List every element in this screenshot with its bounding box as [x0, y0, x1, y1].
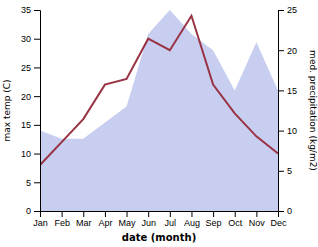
tick: Nov: [249, 211, 266, 228]
tick-mark: [278, 10, 284, 11]
tick-label: Jul: [165, 218, 177, 228]
y-axis-title: max temp (C): [2, 79, 12, 141]
tick-mark: [127, 211, 128, 217]
tick-label: 10: [287, 126, 297, 136]
tick-mark: [213, 211, 214, 217]
tick: Jun: [141, 211, 156, 228]
tick-label: 35: [21, 5, 31, 15]
tick-mark: [235, 211, 236, 217]
tick: Aug: [184, 211, 200, 228]
line: [40, 16, 278, 165]
tick-mark: [34, 154, 40, 155]
tick-label: 0: [26, 206, 31, 216]
tick-label: Mar: [76, 218, 92, 228]
tick: Jan: [33, 211, 48, 228]
tick: 15: [21, 120, 40, 130]
tick-label: Jan: [33, 218, 48, 228]
tick: 25: [21, 63, 40, 73]
tick-label: May: [119, 218, 137, 228]
tick: 0: [278, 206, 292, 216]
tick: Sep: [206, 211, 222, 228]
tick: May: [119, 211, 137, 228]
tick: 5: [278, 166, 292, 176]
tick-label: 30: [21, 34, 31, 44]
tick-label: 20: [287, 46, 297, 56]
tick-label: Feb: [54, 218, 70, 228]
axis-line: [279, 11, 285, 212]
tick-label: 25: [287, 5, 297, 15]
tick-mark: [278, 90, 284, 91]
tick: 20: [278, 46, 297, 56]
tick: Jul: [165, 211, 177, 228]
tick-label: 15: [287, 86, 297, 96]
tick-label: Oct: [228, 218, 243, 228]
tick: 15: [278, 86, 297, 96]
y2-axis: 0 5 10 15 20 25: [278, 5, 297, 216]
tick-mark: [83, 211, 84, 217]
tick-label: Apr: [98, 218, 112, 228]
tick: 5: [26, 178, 40, 188]
tick-label: Dec: [270, 218, 287, 228]
y2-axis-title: med. precipitation (kg/m2): [308, 50, 318, 171]
axis-line: [41, 212, 279, 218]
tick-label: 15: [21, 120, 31, 130]
tick-label: Jun: [141, 218, 156, 228]
tick-mark: [170, 211, 171, 217]
tick-mark: [278, 211, 284, 212]
tick: Mar: [76, 211, 92, 228]
tick: 20: [21, 92, 40, 102]
tick: 0: [26, 206, 40, 216]
tick: 10: [21, 149, 40, 159]
tick: Apr: [98, 211, 112, 228]
y-axis: 0 5 10 15 20 25 30 35: [21, 5, 41, 216]
tick-label: 5: [287, 166, 292, 176]
axis-line: [34, 11, 41, 212]
tick: Feb: [54, 211, 70, 228]
tick: 25: [278, 5, 297, 15]
tick-label: 5: [26, 178, 31, 188]
tick: 30: [21, 34, 40, 44]
tick-label: 10: [21, 149, 31, 159]
tick-mark: [278, 50, 284, 51]
tick-mark: [105, 211, 106, 217]
tick-mark: [278, 171, 284, 172]
tick: 35: [21, 5, 40, 15]
marks: [40, 10, 278, 211]
tick-mark: [62, 211, 63, 217]
tick-label: 0: [287, 206, 292, 216]
plot: JanFebMarAprMayJunJulAugSepOctNovDec0510…: [21, 5, 297, 228]
tick-mark: [34, 182, 40, 183]
tick-mark: [34, 125, 40, 126]
tick-mark: [278, 131, 284, 132]
area: [40, 10, 278, 211]
tick: Oct: [228, 211, 243, 228]
tick-mark: [34, 96, 40, 97]
tick-label: Aug: [184, 218, 200, 228]
tick-label: Sep: [206, 218, 222, 228]
tick-label: Nov: [249, 218, 266, 228]
tick: Dec: [270, 211, 287, 228]
tick-mark: [191, 211, 192, 217]
x-axis-title: date (month): [122, 232, 196, 243]
tick-mark: [34, 10, 40, 11]
tick-mark: [34, 211, 40, 212]
tick-label: 25: [21, 63, 31, 73]
tick-mark: [34, 39, 40, 40]
chart: JanFebMarAprMayJunJulAugSepOctNovDec0510…: [0, 0, 318, 247]
x-axis: Jan Feb Mar Apr May Jun Jul Aug Sep Oct Nov Dec: [33, 211, 287, 228]
tick-mark: [256, 211, 257, 217]
tick-mark: [34, 67, 40, 68]
tick: 10: [278, 126, 297, 136]
tick-label: 20: [21, 92, 31, 102]
tick-mark: [148, 211, 149, 217]
